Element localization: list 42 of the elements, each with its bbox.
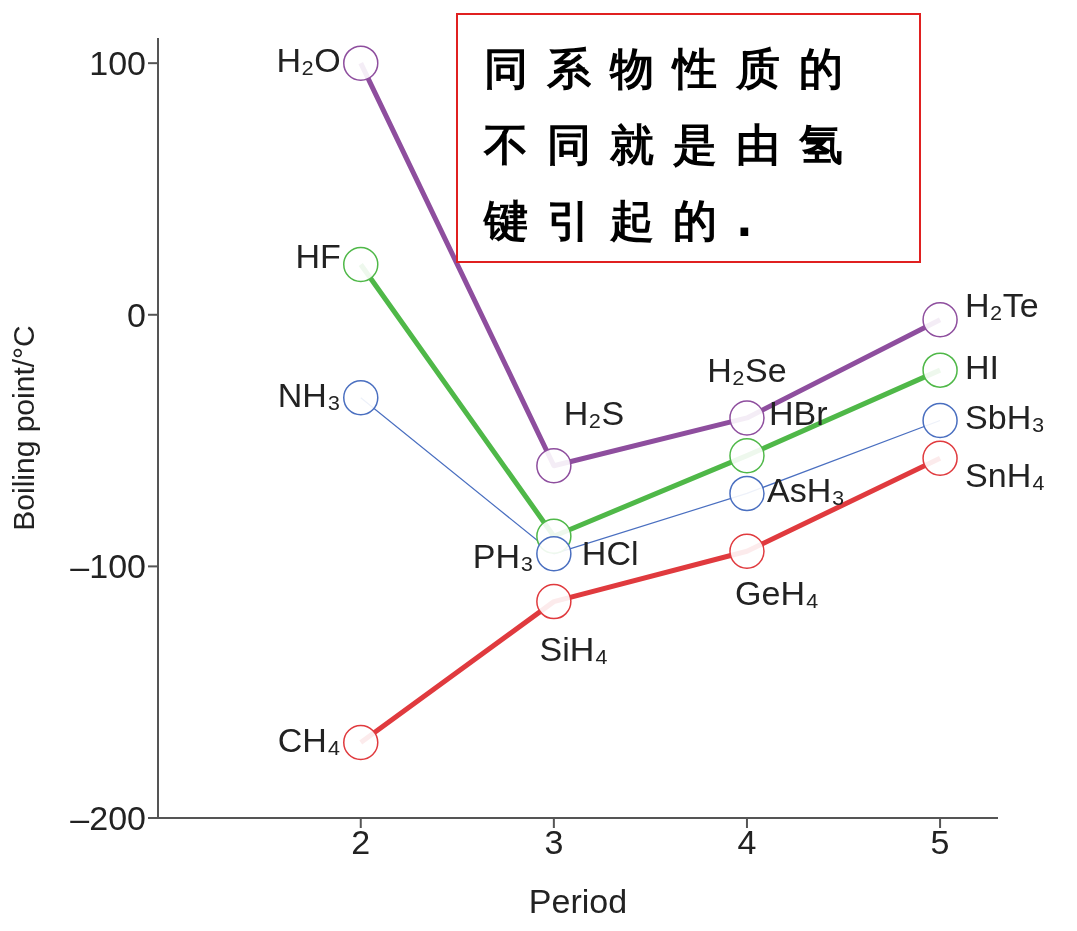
annotation: HI [965, 348, 1000, 387]
annotation: SnH₄ [965, 456, 1046, 495]
annotation: H₂S [563, 393, 625, 432]
point [536, 583, 572, 620]
annotation: HF [295, 237, 341, 276]
x-tick-label: 4 [737, 823, 757, 862]
annotation: H₂Te [965, 285, 1039, 324]
point [343, 246, 379, 283]
x-tick-label: 5 [930, 823, 950, 862]
annotation: GeH₄ [735, 574, 819, 613]
annotation: AsH₃ [766, 471, 846, 510]
annotation: HBr [768, 393, 828, 432]
annotation: H₂Se [707, 350, 787, 389]
annotation: SbH₃ [965, 398, 1046, 437]
y-tick-label: 0 [127, 295, 146, 334]
annotation: H₂O [276, 41, 341, 80]
point [343, 724, 379, 761]
annotation: NH₃ [277, 375, 341, 414]
point [922, 440, 958, 476]
y-tick-label: –200 [70, 799, 146, 838]
point [536, 447, 572, 484]
annotation: PH₃ [472, 536, 534, 575]
annotation: CH₄ [277, 720, 341, 759]
x-tick-label: 2 [351, 823, 371, 862]
point [729, 400, 765, 436]
point [922, 402, 958, 439]
point [922, 352, 958, 388]
y-axis-title: Boiling point/°C [6, 325, 40, 531]
y-tick-label: –100 [70, 547, 146, 586]
point [729, 437, 765, 474]
x-tick-label: 3 [544, 823, 564, 862]
point [729, 475, 765, 512]
annotation: SiH₄ [539, 629, 609, 668]
point [729, 533, 765, 570]
y-tick-label: 100 [89, 44, 146, 83]
annotation: HCl [581, 534, 639, 573]
point [536, 536, 572, 572]
point [343, 45, 379, 81]
x-axis-title: Period [528, 882, 628, 920]
annotation: 同系物性质的不同就是由氢键引起的. [456, 13, 921, 263]
point [922, 302, 958, 338]
point [343, 380, 379, 416]
